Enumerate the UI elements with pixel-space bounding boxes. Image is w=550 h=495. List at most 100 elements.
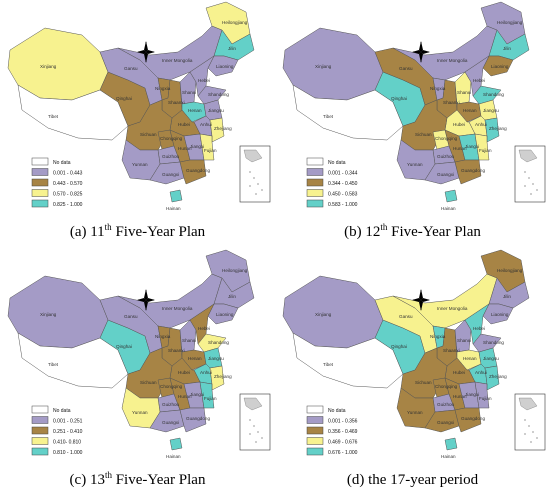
legend-swatch <box>31 157 49 166</box>
province-guangdong <box>454 159 482 185</box>
province-label-henan: Henan <box>463 356 477 361</box>
legend-label: No data <box>53 408 71 414</box>
legend-label: 0.810 - 1.000 <box>53 450 83 456</box>
caption-sup: th <box>104 470 112 480</box>
province-label-jiangsu: Jiangsu <box>483 108 499 113</box>
china-choropleth-map: Xinjiang Tibet Qinghai Gansu Inner Mongolia H… <box>7 249 271 459</box>
province-label-inner-mongolia: Inner Mongolia <box>162 306 193 311</box>
legend-swatch <box>31 199 49 208</box>
province-label-sichuan: Sichuan <box>415 132 432 137</box>
province-label-xinjiang: Xinjiang <box>315 64 332 69</box>
province-shandong <box>197 85 227 105</box>
panel-caption: (d) the 17-year period <box>275 470 550 489</box>
province-label-shanxi: Shanxi <box>457 90 471 95</box>
province-label-jiangxi: Jiangxi <box>465 144 479 149</box>
caption-prefix: (a) 11 <box>69 224 105 240</box>
province-label-zhejiang: Zhejiang <box>214 126 232 131</box>
province-label-heilongjiang: Heilongjiang <box>222 20 248 25</box>
province-label-xinjiang: Xinjiang <box>40 312 57 317</box>
province-label-guangdong: Guangdong <box>186 416 210 421</box>
province-label-hunan: Hunan <box>453 394 467 399</box>
province-label-fujian: Fujian <box>479 148 492 153</box>
province-label-guizhou: Guizhou <box>162 402 180 407</box>
legend-swatch <box>31 447 49 456</box>
legend-label: 0.001 - 0.251 <box>53 419 83 425</box>
map-legend: No data 0.001 - 0.356 0.356 - 0.469 0.469 -… <box>306 405 358 456</box>
legend-swatch <box>306 189 324 197</box>
province-label-liaoning: Liaoning <box>216 312 234 317</box>
province-label-guangxi: Guangxi <box>162 420 179 425</box>
legend-swatch <box>306 168 324 176</box>
south-china-sea-inset <box>239 393 271 451</box>
legend-label: 0.001 - 0.443 <box>53 171 83 177</box>
caption-sup: th <box>104 222 112 232</box>
province-label-guangxi: Guangxi <box>437 172 454 177</box>
caption-sup: th <box>380 222 388 232</box>
province-shandong <box>472 85 502 105</box>
province-label-ningxia: Ningxia <box>155 86 171 91</box>
province-label-ningxia: Ningxia <box>155 334 171 339</box>
north-arrow-icon <box>137 41 155 63</box>
map-legend: No data 0.001 - 0.344 0.344 - 0.450 0.450 -… <box>306 157 358 208</box>
map-panel-a: Xinjiang Tibet Qinghai Gansu Inner Mongolia H… <box>0 0 275 247</box>
province-label-gansu: Gansu <box>399 66 413 71</box>
province-zhejiang <box>484 365 500 391</box>
caption-suffix: Five-Year Plan <box>111 472 206 488</box>
province-label-tibet: Tibet <box>323 362 334 367</box>
province-label-fujian: Fujian <box>479 396 492 401</box>
province-label-hainan: Hainan <box>166 206 181 211</box>
province-label-jilin: Jilin <box>503 294 511 299</box>
province-label-zhejiang: Zhejiang <box>214 374 232 379</box>
province-guangxi <box>149 409 185 433</box>
legend-swatch <box>306 178 324 187</box>
south-china-sea-inset <box>239 145 271 203</box>
province-label-inner-mongolia: Inner Mongolia <box>162 58 193 63</box>
province-label-guizhou: Guizhou <box>437 154 455 159</box>
caption-prefix: (d) the 17-year period <box>346 472 479 488</box>
province-hainan <box>444 189 458 203</box>
province-label-guangxi: Guangxi <box>162 172 179 177</box>
province-guangxi <box>424 409 460 433</box>
legend-label: 0.450 - 0.583 <box>328 192 358 198</box>
province-label-jiangxi: Jiangxi <box>465 392 479 397</box>
province-zhejiang <box>209 365 225 391</box>
province-label-heilongjiang: Heilongjiang <box>497 20 523 25</box>
province-label-sichuan: Sichuan <box>140 132 157 137</box>
province-guangdong <box>179 407 207 433</box>
province-layer <box>282 249 530 451</box>
province-label-zhejiang: Zhejiang <box>489 126 507 131</box>
legend-swatch <box>306 426 324 435</box>
province-label-ningxia: Ningxia <box>430 334 446 339</box>
province-label-shaanxi: Shaanxi <box>168 348 185 353</box>
province-label-guangdong: Guangdong <box>461 416 485 421</box>
province-label-qinghai: Qinghai <box>391 96 407 101</box>
north-arrow-icon <box>412 41 430 63</box>
legend-label: No data <box>328 160 346 166</box>
legend-label: 0.570 - 0.825 <box>53 192 83 198</box>
province-label-fujian: Fujian <box>204 148 217 153</box>
province-guangdong <box>179 159 207 185</box>
panel-caption: (c) 13th Five-Year Plan <box>0 470 275 489</box>
legend-label: 0.410- 0.810 <box>53 440 81 446</box>
province-label-tibet: Tibet <box>323 114 334 119</box>
province-label-shaanxi: Shaanxi <box>443 348 460 353</box>
province-label-shaanxi: Shaanxi <box>443 100 460 105</box>
province-label-yunnan: Yunnan <box>132 410 148 415</box>
caption-suffix: Five-Year Plan <box>387 224 481 240</box>
province-label-shandong: Shandong <box>483 92 504 97</box>
province-label-liaoning: Liaoning <box>491 312 509 317</box>
legend-label: No data <box>328 408 346 414</box>
china-choropleth-map: Xinjiang Tibet Qinghai Gansu Inner Mongolia H… <box>282 249 546 459</box>
province-label-jiangsu: Jiangsu <box>208 356 224 361</box>
province-label-anhui: Anhui <box>475 370 487 375</box>
legend-label: 0.469 - 0.676 <box>328 440 358 446</box>
province-label-layer: Xinjiang Tibet Qinghai Gansu Inner Mongolia H… <box>40 268 248 459</box>
legend-swatch <box>31 189 49 197</box>
province-label-jilin: Jilin <box>503 46 511 51</box>
province-zhejiang <box>484 117 500 143</box>
province-fujian <box>199 381 215 409</box>
caption-prefix: (c) 13 <box>69 472 105 488</box>
province-label-shanxi: Shanxi <box>182 338 196 343</box>
legend-label: 0.583 - 1.000 <box>328 202 358 208</box>
province-label-hubei: Hubei <box>178 370 190 375</box>
